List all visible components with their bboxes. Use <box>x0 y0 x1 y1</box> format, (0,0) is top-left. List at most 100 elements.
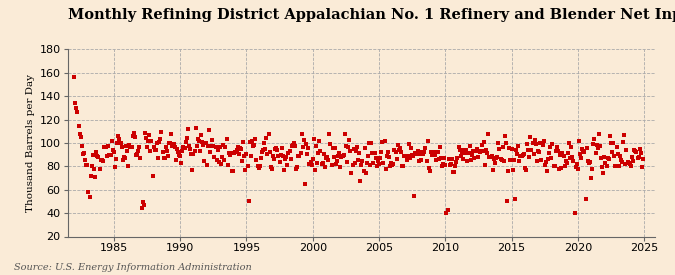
Point <box>354 151 364 156</box>
Point <box>423 138 433 143</box>
Point <box>338 153 348 158</box>
Point <box>321 156 331 160</box>
Point <box>246 139 257 143</box>
Point <box>272 148 283 152</box>
Point <box>244 140 255 144</box>
Point <box>348 147 359 151</box>
Point <box>240 168 250 172</box>
Point <box>165 141 176 145</box>
Point <box>385 164 396 168</box>
Point <box>290 144 300 148</box>
Point <box>536 158 547 163</box>
Point <box>510 148 521 152</box>
Point <box>114 137 125 141</box>
Point <box>553 149 564 153</box>
Point <box>560 159 571 163</box>
Point <box>373 159 383 163</box>
Text: Source: U.S. Energy Information Administration: Source: U.S. Energy Information Administ… <box>14 263 251 272</box>
Point <box>210 145 221 149</box>
Point <box>602 155 613 160</box>
Point <box>76 135 86 140</box>
Point <box>433 156 444 161</box>
Point <box>359 146 370 150</box>
Point <box>187 168 198 173</box>
Point <box>578 149 589 153</box>
Point <box>576 156 587 160</box>
Point <box>239 154 250 158</box>
Point <box>383 155 394 159</box>
Point <box>630 149 641 153</box>
Point <box>522 142 533 146</box>
Point <box>167 144 178 148</box>
Point <box>271 146 281 150</box>
Point <box>213 160 224 164</box>
Point <box>408 154 418 159</box>
Point <box>512 152 522 156</box>
Point <box>410 150 421 155</box>
Point <box>305 160 316 164</box>
Point <box>404 156 415 160</box>
Point <box>566 144 576 149</box>
Point <box>230 150 241 155</box>
Point <box>220 145 231 149</box>
Point <box>379 138 390 143</box>
Point <box>267 167 277 172</box>
Point <box>304 162 315 166</box>
Point <box>136 206 147 211</box>
Point <box>218 143 229 147</box>
Point <box>397 164 408 168</box>
Point <box>270 147 281 151</box>
Point <box>125 145 136 150</box>
Point <box>223 151 234 155</box>
Point <box>378 161 389 165</box>
Point <box>246 154 256 159</box>
Point <box>420 146 431 150</box>
Point <box>202 144 213 148</box>
Point <box>571 162 582 166</box>
Point <box>262 152 273 156</box>
Point <box>255 156 266 160</box>
Point <box>532 159 543 164</box>
Point <box>459 148 470 152</box>
Point <box>180 140 191 144</box>
Point <box>198 142 209 147</box>
Point <box>310 144 321 148</box>
Point <box>477 149 488 153</box>
Point <box>390 150 401 154</box>
Point <box>121 144 132 148</box>
Point <box>164 141 175 146</box>
Point <box>514 159 524 163</box>
Point <box>460 151 470 155</box>
Point <box>148 145 159 149</box>
Point <box>352 144 362 149</box>
Point <box>209 155 220 159</box>
Point <box>135 155 146 160</box>
Point <box>447 156 458 161</box>
Point <box>86 164 97 169</box>
Point <box>222 163 233 167</box>
Point <box>468 149 479 153</box>
Text: Monthly Refining District Appalachian No. 1 Refinery and Blender Net Input of Cr: Monthly Refining District Appalachian No… <box>68 8 675 22</box>
Point <box>79 151 90 155</box>
Point <box>157 150 168 154</box>
Point <box>590 150 601 155</box>
Point <box>229 151 240 156</box>
Point <box>94 167 105 171</box>
Point <box>462 159 472 164</box>
Point <box>340 144 351 148</box>
Point <box>485 155 496 159</box>
Point <box>562 151 573 155</box>
Point <box>456 154 466 158</box>
Point <box>325 142 336 147</box>
Point <box>286 157 296 161</box>
Point <box>496 158 507 162</box>
Point <box>585 160 595 164</box>
Point <box>97 158 107 162</box>
Point <box>545 145 556 149</box>
Point <box>310 168 321 172</box>
Point <box>191 144 202 148</box>
Point <box>381 154 392 158</box>
Point <box>140 131 151 136</box>
Point <box>159 156 170 160</box>
Point <box>416 150 427 154</box>
